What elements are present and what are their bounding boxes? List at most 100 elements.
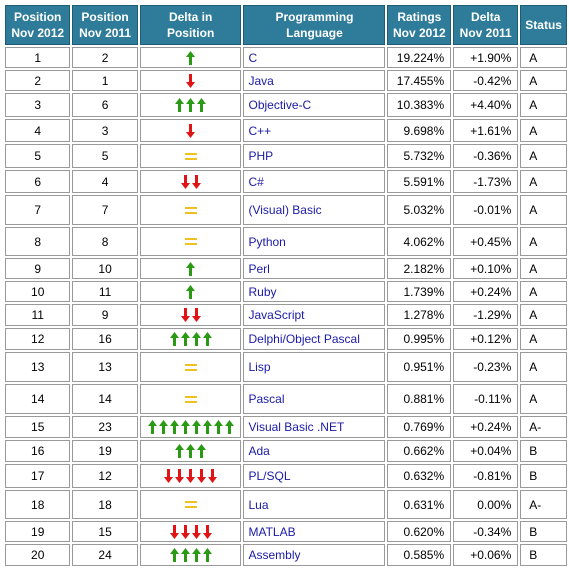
equal-icon: [184, 152, 197, 160]
table-row: 20 24 Assembly 0.585% +0.06% B: [5, 544, 567, 566]
rating-cell: 0.995%: [387, 328, 452, 350]
language-link[interactable]: MATLAB: [248, 524, 296, 539]
position-2011-cell: 8: [72, 227, 138, 256]
equal-icon: [184, 395, 197, 403]
header-delta-line1: Delta: [471, 10, 501, 24]
up-arrow-icon: [197, 98, 207, 112]
table-row: 14 14 Pascal 0.881% -0.11% A: [5, 384, 567, 414]
header-position-2011-line2: Nov 2011: [79, 26, 132, 40]
language-link[interactable]: Python: [248, 234, 286, 249]
position-2012-cell: 14: [5, 384, 71, 414]
rating-cell: 4.062%: [387, 227, 452, 256]
position-2011-cell: 16: [72, 328, 138, 350]
rating-cell: 0.620%: [387, 521, 452, 542]
delta-position-cell: [139, 47, 242, 68]
header-position-2012-line2: Nov 2012: [11, 26, 65, 40]
language-link[interactable]: PL/SQL: [248, 469, 291, 483]
position-2012-cell: 15: [5, 416, 71, 438]
rating-cell: 0.769%: [387, 416, 452, 438]
position-2012-cell: 17: [5, 464, 71, 488]
up-arrow-icon: [191, 332, 201, 346]
language-link[interactable]: C: [248, 50, 258, 65]
rating-cell: 17.455%: [387, 70, 452, 91]
position-2012-cell: 7: [5, 195, 71, 225]
delta-position-cell: [139, 440, 242, 462]
position-2011-cell: 2: [72, 47, 138, 68]
language-link[interactable]: Ruby: [248, 284, 277, 299]
status-cell: A-: [520, 416, 567, 438]
language-cell: C++: [243, 119, 386, 142]
delta-position-cell: [139, 328, 242, 350]
language-link[interactable]: Objective-C: [248, 98, 312, 112]
table-row: 15 23 Visual Basic .NET 0.769% +0.24% A-: [5, 416, 567, 438]
header-ratings-line2: Nov 2012: [392, 26, 446, 40]
delta-position-cell: [139, 490, 242, 519]
language-link[interactable]: C#: [248, 174, 264, 189]
table-row: 5 5 PHP 5.732% -0.36% A: [5, 144, 567, 168]
rating-cell: 0.662%: [387, 440, 452, 462]
up-arrow-icon: [191, 420, 201, 434]
rating-cell: 0.881%: [387, 384, 452, 414]
position-2012-cell: 20: [5, 544, 71, 566]
status-cell: A: [520, 144, 567, 168]
position-2012-cell: 10: [5, 281, 71, 302]
up-arrow-icon: [213, 420, 223, 434]
delta-cell: -1.29%: [453, 304, 519, 326]
position-2012-cell: 8: [5, 227, 71, 256]
language-link[interactable]: Lua: [248, 497, 269, 512]
language-link[interactable]: Assembly: [248, 548, 301, 562]
language-cell: JavaScript: [243, 304, 386, 326]
delta-cell: +0.06%: [453, 544, 519, 566]
status-cell: A: [520, 328, 567, 350]
position-2011-cell: 14: [72, 384, 138, 414]
delta-cell: -1.73%: [453, 170, 519, 193]
language-link[interactable]: Ada: [248, 444, 270, 458]
position-2012-cell: 5: [5, 144, 71, 168]
language-link[interactable]: PHP: [248, 149, 274, 163]
delta-cell: -0.42%: [453, 70, 519, 91]
language-link[interactable]: Lisp: [248, 360, 271, 374]
rating-cell: 5.032%: [387, 195, 452, 225]
position-2011-cell: 7: [72, 195, 138, 225]
position-2012-cell: 11: [5, 304, 71, 326]
language-link[interactable]: (Visual) Basic: [248, 203, 322, 217]
position-2011-cell: 15: [72, 521, 138, 542]
delta-position-cell: [139, 93, 242, 117]
rating-cell: 2.182%: [387, 258, 452, 279]
delta-cell: +4.40%: [453, 93, 519, 117]
language-link[interactable]: C++: [248, 123, 272, 138]
header-row: Position Nov 2012 Position Nov 2011 Delt…: [5, 5, 567, 45]
language-link[interactable]: Perl: [248, 261, 270, 276]
language-link[interactable]: JavaScript: [248, 308, 305, 322]
position-2011-cell: 1: [72, 70, 138, 91]
language-cell: C: [243, 47, 386, 68]
position-2011-cell: 24: [72, 544, 138, 566]
down-arrow-icon: [186, 73, 196, 88]
position-2011-cell: 6: [72, 93, 138, 117]
table-row: 16 19 Ada 0.662% +0.04% B: [5, 440, 567, 462]
language-link[interactable]: Pascal: [248, 392, 285, 406]
table-row: 18 18 Lua 0.631% 0.00% A-: [5, 490, 567, 519]
up-arrow-icon: [224, 420, 234, 434]
language-link[interactable]: Visual Basic .NET: [248, 420, 345, 434]
down-arrow-icon: [164, 469, 174, 483]
delta-cell: -0.11%: [453, 384, 519, 414]
down-arrow-icon: [197, 469, 207, 483]
ranking-rows: 1 2 C 19.224% +1.90% A 2 1 Java 17.455% -0.42% A 3 6 O…: [5, 47, 567, 566]
table-row: 12 16 Delphi/Object Pascal 0.995% +0.12% A: [5, 328, 567, 350]
rating-cell: 0.951%: [387, 352, 452, 382]
status-cell: A: [520, 258, 567, 279]
language-link[interactable]: Delphi/Object Pascal: [248, 332, 360, 346]
language-link[interactable]: Java: [248, 73, 274, 88]
table-row: 1 2 C 19.224% +1.90% A: [5, 47, 567, 68]
up-arrow-icon: [202, 332, 212, 346]
header-delta-line2: Nov 2011: [459, 26, 512, 40]
delta-cell: 0.00%: [453, 490, 519, 519]
up-arrow-icon: [147, 420, 157, 434]
up-arrow-icon: [169, 332, 179, 346]
table-row: 4 3 C++ 9.698% +1.61% A: [5, 119, 567, 142]
status-cell: A-: [520, 490, 567, 519]
up-arrow-icon: [169, 420, 179, 434]
header-position-2012-line1: Position: [14, 10, 62, 24]
status-cell: B: [520, 464, 567, 488]
